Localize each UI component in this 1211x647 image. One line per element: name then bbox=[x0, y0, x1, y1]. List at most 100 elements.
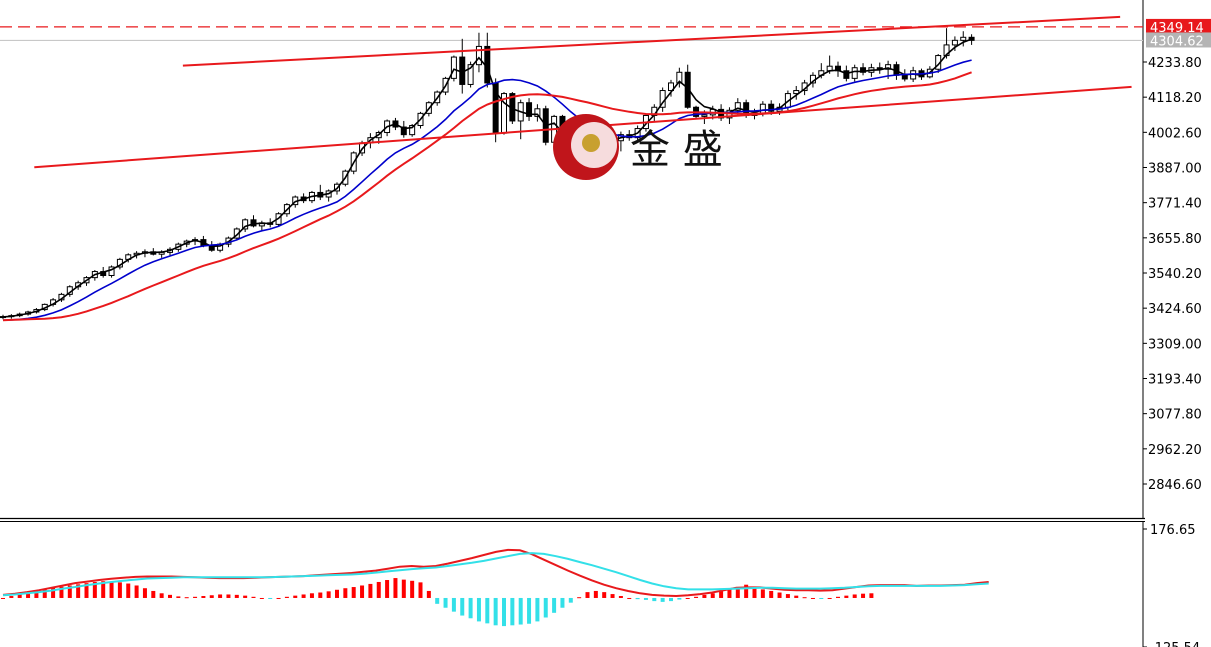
macd-bar-positive bbox=[685, 597, 690, 599]
macd-bar-positive bbox=[760, 589, 765, 598]
candle bbox=[475, 32, 482, 73]
macd-bar-positive bbox=[735, 587, 740, 598]
macd-bar-positive bbox=[51, 587, 56, 598]
candle bbox=[534, 104, 541, 122]
macd-bar-positive bbox=[193, 596, 198, 598]
macd-bar-positive bbox=[794, 595, 799, 598]
macd-bar-negative bbox=[485, 597, 490, 624]
candle bbox=[617, 131, 624, 152]
macd-bar-positive bbox=[385, 580, 390, 598]
candle bbox=[860, 63, 867, 76]
candle-body-up bbox=[851, 67, 858, 79]
candle bbox=[317, 184, 324, 201]
candle-body-down bbox=[901, 74, 908, 80]
candle-body-up bbox=[534, 108, 541, 117]
candle bbox=[951, 36, 958, 51]
logo-gold-coin bbox=[582, 134, 600, 152]
macd-bar-positive bbox=[577, 597, 582, 599]
candle-body-up bbox=[676, 71, 683, 84]
macd-bar-positive bbox=[360, 585, 365, 598]
macd-bar-positive bbox=[84, 583, 89, 598]
macd-bar-positive bbox=[861, 593, 866, 598]
macd-bar-positive bbox=[151, 590, 156, 598]
axis-tick-label: 4118.20 bbox=[1148, 91, 1202, 106]
macd-bar-positive bbox=[702, 594, 707, 598]
main-price-axis: 4233.80 4118.20 4002.60 3887.00 3771.40 3655.… bbox=[1143, 56, 1202, 493]
macd-bar-positive bbox=[585, 592, 590, 598]
macd-bar-negative bbox=[502, 597, 506, 627]
candle-body-down bbox=[768, 103, 775, 112]
candle-body-up bbox=[951, 39, 958, 46]
macd-bar-positive bbox=[602, 592, 607, 598]
price-tag-bg bbox=[1146, 32, 1211, 48]
axis-tick-label: 4002.60 bbox=[1148, 126, 1202, 141]
candle-body-up bbox=[467, 64, 474, 85]
macd-bar-positive bbox=[9, 596, 14, 598]
macd-bar-positive bbox=[42, 589, 47, 598]
macd-bar-positive bbox=[368, 583, 373, 598]
main-grid-panel bbox=[0, 0, 1145, 522]
macd-bar-positive bbox=[92, 581, 97, 598]
macd-bar-negative bbox=[677, 597, 682, 600]
candle bbox=[108, 265, 115, 278]
axis-tick-label: 3424.60 bbox=[1148, 302, 1202, 317]
macd-bar-positive bbox=[744, 584, 749, 598]
macd-line-1 bbox=[2, 552, 989, 597]
candle-body-up bbox=[701, 114, 708, 117]
axis-tick-label: 2962.20 bbox=[1148, 443, 1202, 458]
macd-bar-positive bbox=[810, 597, 815, 599]
candle-body-up bbox=[475, 45, 482, 66]
macd-bar-positive bbox=[17, 594, 22, 598]
candle bbox=[668, 79, 674, 97]
macd-bar-positive bbox=[836, 596, 840, 598]
macd-bar-negative bbox=[568, 597, 573, 603]
macd-bar-negative bbox=[660, 597, 665, 602]
macd-bar-negative bbox=[560, 597, 565, 608]
candle-body-up bbox=[450, 56, 457, 79]
candle-body-up bbox=[734, 102, 741, 111]
macd-bar-negative bbox=[535, 597, 540, 622]
macd-bar-positive bbox=[309, 593, 314, 598]
ma-line-0 bbox=[2, 38, 972, 318]
macd-bar-negative bbox=[669, 597, 673, 602]
macd-bar-positive bbox=[226, 594, 231, 598]
macd-bar-positive bbox=[109, 581, 114, 598]
macd-bar-positive bbox=[410, 580, 415, 598]
macd-bar-positive bbox=[126, 583, 131, 598]
axis-tick-label: 3887.00 bbox=[1148, 162, 1202, 177]
macd-bar-positive bbox=[234, 594, 239, 598]
candle bbox=[835, 61, 841, 77]
macd-bar-positive bbox=[727, 589, 732, 598]
macd-bar-positive bbox=[218, 594, 223, 598]
macd-bar-positive bbox=[318, 592, 323, 598]
watermark: 金 盛 bbox=[553, 114, 723, 180]
ma-line-1 bbox=[2, 59, 972, 321]
macd-bar-positive bbox=[176, 596, 181, 598]
candle bbox=[409, 123, 416, 137]
macd-bar-positive bbox=[142, 588, 147, 598]
candle bbox=[960, 31, 967, 47]
candle bbox=[325, 189, 332, 202]
macd-bar-positive bbox=[134, 585, 139, 598]
candle bbox=[242, 218, 249, 232]
macd-bar-positive bbox=[76, 584, 81, 598]
candle-body-up bbox=[242, 219, 249, 230]
macd-bar-positive bbox=[351, 587, 356, 598]
candle bbox=[851, 64, 858, 82]
macd-bar-negative bbox=[510, 597, 515, 626]
candle-body-up bbox=[960, 36, 967, 41]
macd-bar-positive bbox=[26, 592, 31, 598]
axis-tick-label: 176.65 bbox=[1150, 523, 1196, 538]
macd-bar-positive bbox=[59, 586, 64, 598]
macd-bar-negative bbox=[643, 597, 648, 600]
candle-body-up bbox=[409, 125, 416, 136]
macd-bar-positive bbox=[710, 593, 715, 598]
macd-bar-positive bbox=[694, 596, 699, 598]
candle bbox=[250, 215, 257, 228]
macd-bar-positive bbox=[301, 594, 306, 598]
candle-body-down bbox=[843, 70, 850, 79]
axis-tick-label: -125.54 bbox=[1150, 641, 1200, 647]
watermark-text: 金 盛 bbox=[630, 127, 723, 173]
candle bbox=[459, 38, 466, 94]
macd-bar-negative bbox=[819, 597, 824, 599]
